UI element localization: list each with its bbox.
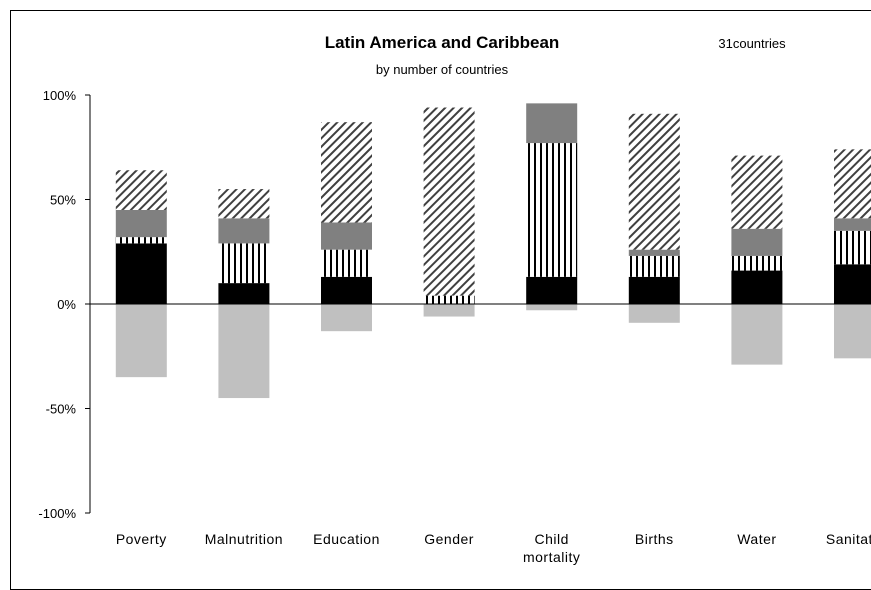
bar-segment [218,283,270,304]
bar-segment [423,107,475,296]
bar-segment [834,230,871,265]
bar-segment [321,276,372,304]
bar-segment [731,228,783,256]
bar-segment [628,276,680,304]
chart-title: Latin America and Caribbean [325,33,560,52]
bar-segment [423,304,475,317]
bar-segment [115,237,167,244]
y-tick-label: 50% [50,193,76,208]
bar-segment [526,304,578,311]
x-tick-label: Sanitation [826,531,871,547]
x-tick-label: Education [313,531,380,547]
x-tick-label: Births [635,531,674,547]
bar-segment [526,276,578,304]
y-tick-label: 0% [57,297,76,312]
bar-segment [834,264,871,304]
bar-segment [115,209,167,238]
bar-segment [321,222,372,250]
bar-segment [218,304,270,399]
y-tick-label: -50% [46,402,77,417]
x-tick-label: Gender [424,531,474,547]
bar-segment [218,243,270,284]
bar-chart: Latin America and Caribbean by number of… [38,33,871,565]
bar-segment [834,149,871,219]
bar-segment [731,304,783,365]
bar-segment [321,249,372,277]
bar-segment [115,243,167,304]
bar-segment [321,304,372,332]
bar-segment [628,249,680,256]
bar-segment [115,170,167,210]
plot-area: 100% 50% 0% -50% -100% Poverty Malnutrition Edu… [38,88,871,565]
bar-segment [321,122,372,223]
bar-segment [731,155,783,229]
chart-subtitle: by number of countries [376,62,509,77]
x-tick-label: Water [737,531,776,547]
x-tick-label: Poverty [116,531,167,547]
bar-segment [628,304,680,323]
bar-segment [628,113,680,250]
bar-segment [423,295,475,304]
bar-segment [115,304,167,378]
bar-segment [731,255,783,271]
bar-segment [628,255,680,277]
bar-segment [834,218,871,231]
x-tick-label: Malnutrition [205,531,283,547]
x-tick-label: Child [534,531,568,547]
bar-segment [834,304,871,359]
y-tick-label: 100% [43,88,77,103]
y-tick-label: -100% [38,506,76,521]
chart-annotation: 31countries [718,36,786,51]
bar-segment [218,189,270,219]
bar-segment [731,270,783,304]
x-tick-label: mortality [523,549,580,565]
bar-segment [218,218,270,244]
bar-segment [526,143,578,277]
bar-segment [526,103,578,144]
